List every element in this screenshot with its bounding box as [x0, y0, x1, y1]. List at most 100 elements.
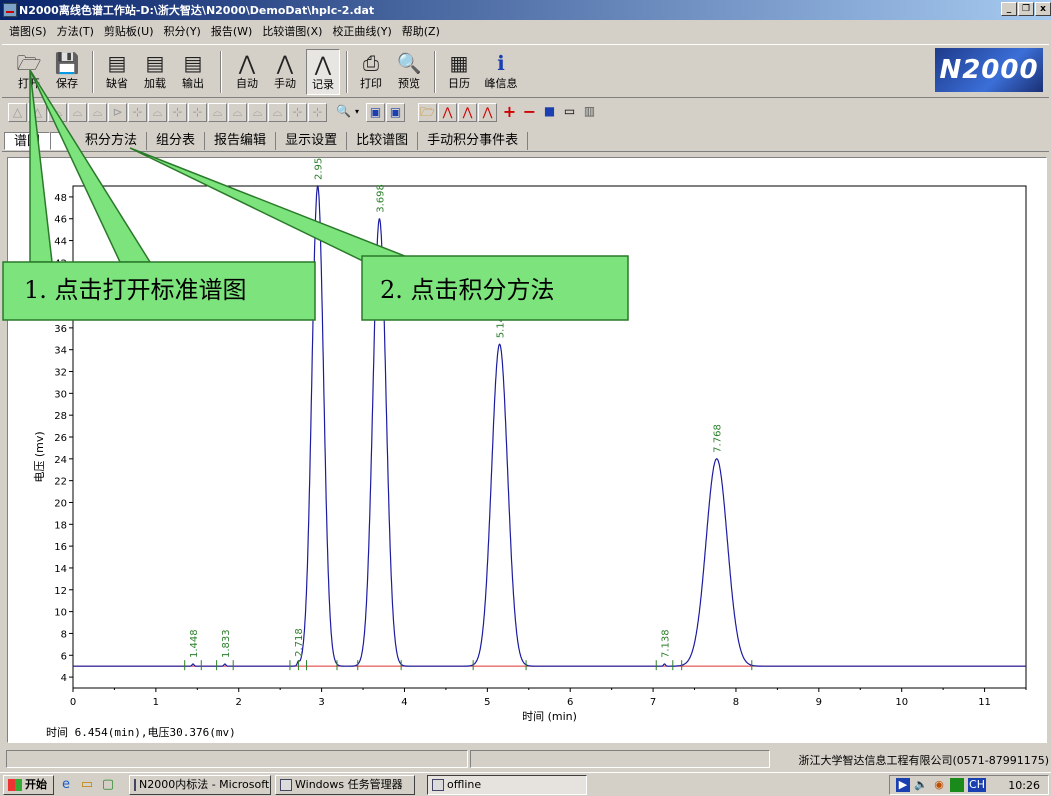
bars-icon[interactable]: ▥ [583, 104, 596, 118]
default-button[interactable]: ▤ 缺省 [100, 49, 134, 95]
tab-report-edit[interactable]: 报告编辑 [205, 131, 277, 150]
color-icon[interactable]: ■ [543, 104, 556, 118]
status-pane-2 [470, 750, 770, 768]
chromatogram-panel[interactable]: 4 6 8 10 12 14 16 18 20 22 24 26 28 30 32 34 36 38 40 42 44 4… [7, 157, 1047, 743]
auto-label: 自动 [236, 77, 258, 90]
zoom-icon[interactable]: 🔍 [336, 104, 351, 118]
peak-rt-label[interactable]: 2.953 [314, 158, 325, 180]
menu-integrate[interactable]: 积分(Y) [163, 25, 201, 38]
peak-rt-label[interactable]: 1.448 [189, 629, 200, 658]
tab-manual-events[interactable]: 手动积分事件表 [418, 131, 529, 150]
x-tick-label: 9 [816, 697, 822, 708]
record-button[interactable]: ⋀ 记录 [306, 49, 340, 95]
peak-rt-label[interactable]: 1.833 [221, 629, 232, 658]
play-icon[interactable]: ▶ [896, 778, 910, 792]
close-button[interactable]: x [1035, 2, 1051, 16]
menu-report[interactable]: 报告(W) [210, 25, 253, 38]
tab-spectrum[interactable]: 谱图 [4, 131, 51, 150]
tab-display-settings[interactable]: 显示设置 [276, 131, 348, 150]
record-icon: ⋀ [314, 52, 332, 76]
peak-mark-icon[interactable]: ⋀ [458, 103, 477, 122]
y-tick-label: 24 [54, 455, 67, 466]
integrate-tool-8-icon[interactable]: ⌓ [148, 103, 167, 122]
integrate-tool-3-icon[interactable]: ⌓ [48, 103, 67, 122]
integrate-tool-14-icon[interactable]: ⌓ [268, 103, 287, 122]
open-folder-small-icon[interactable]: 🗁 [418, 103, 437, 122]
preview-button[interactable]: 🔍 预览 [392, 49, 426, 95]
explorer-icon[interactable]: ▭ [80, 776, 94, 792]
printer-icon: ⎙ [363, 51, 379, 75]
integrate-tool-4-icon[interactable]: ⌓ [68, 103, 87, 122]
integrate-tool-10-icon[interactable]: ⊹ [188, 103, 207, 122]
x-tick-label: 10 [895, 697, 908, 708]
integrate-tool-2-icon[interactable]: △ [28, 103, 47, 122]
window-icon[interactable]: ▭ [563, 104, 576, 118]
task-word[interactable]: N2000内标法 - Microsoft ... [129, 774, 271, 795]
open-button[interactable]: 🗁 打开 [12, 49, 46, 95]
desktop-icon[interactable]: ▢ [101, 776, 115, 792]
y-tick-label: 18 [54, 520, 67, 531]
peak-rt-label[interactable]: 7.768 [713, 424, 724, 453]
network-icon[interactable]: ◉ [934, 778, 944, 791]
window-controls: _ ❐ x [1001, 2, 1051, 16]
task-offline[interactable]: offline [427, 774, 587, 795]
menu-compare[interactable]: 比较谱图(X) [262, 25, 323, 38]
save-button[interactable]: 💾 保存 [50, 49, 84, 95]
default-doc-icon: ▤ [107, 51, 127, 75]
peak-rt-label[interactable]: 3.698 [375, 184, 386, 213]
integrate-tool-7-icon[interactable]: ⊹ [128, 103, 147, 122]
zoom-out-icon[interactable]: ▣ [386, 103, 405, 122]
add-marker-icon[interactable]: + [502, 102, 517, 121]
start-button[interactable]: 开始 [3, 774, 54, 795]
menu-calibration[interactable]: 校正曲线(Y) [332, 25, 392, 38]
menu-method[interactable]: 方法(T) [56, 25, 94, 38]
start-label: 开始 [25, 777, 47, 791]
integrate-tool-15-icon[interactable]: ⊹ [288, 103, 307, 122]
tab-component-table[interactable]: 组分表 [147, 131, 206, 150]
task-manager[interactable]: Windows 任务管理器 [275, 774, 415, 795]
load-button[interactable]: ▤ 加载 [138, 49, 172, 95]
peak-rt-label[interactable]: 5.148 [496, 310, 507, 339]
default-label: 缺省 [106, 77, 128, 90]
x-tick-label: 5 [484, 697, 490, 708]
manual-integrate-button[interactable]: ⋀ 手动 [268, 49, 302, 95]
zoom-fit-icon[interactable]: ▣ [366, 103, 385, 122]
menu-spectrum[interactable]: 谱图(S) [9, 25, 47, 38]
tab-compare-spectrum[interactable]: 比较谱图 [347, 131, 419, 150]
open-label: 打开 [18, 77, 40, 90]
word-icon [134, 778, 136, 791]
chromatogram-chart[interactable]: 4681012141618202224262830323436384042444… [8, 158, 1046, 742]
integration-toolbar: △ △ ⌓ ⌓ ⌓ ⊳ ⊹ ⌓ ⊹ ⊹ ⌓ ⌓ ⌓ ⌓ ⊹ ⊹ 🔍 ▾ ▣ ▣ … [2, 100, 1049, 126]
minimize-button[interactable]: _ [1001, 2, 1017, 16]
restore-button[interactable]: ❐ [1018, 2, 1034, 16]
tab-integration-method[interactable]: 积分方法 [76, 131, 148, 150]
peak-label-icon[interactable]: ⋀ [438, 103, 457, 122]
peak-rt-label[interactable]: 7.138 [661, 629, 672, 658]
integrate-tool-12-icon[interactable]: ⌓ [228, 103, 247, 122]
export-button[interactable]: ▤ 输出 [176, 49, 210, 95]
menu-help[interactable]: 帮助(Z) [401, 25, 440, 38]
integrate-tool-1-icon[interactable]: △ [8, 103, 27, 122]
integrate-tool-13-icon[interactable]: ⌓ [248, 103, 267, 122]
volume-icon[interactable]: 🔈 [914, 778, 928, 791]
integrate-tool-6-icon[interactable]: ⊳ [108, 103, 127, 122]
integrate-tool-5-icon[interactable]: ⌓ [88, 103, 107, 122]
menu-clipboard[interactable]: 剪贴板(U) [103, 25, 154, 38]
status-icon[interactable] [950, 778, 964, 792]
toolbar-separator [92, 51, 94, 93]
view-tabs: 谱图 积分方法 组分表 报告编辑 显示设置 比较谱图 手动积分事件表 [2, 130, 1049, 152]
peak-info-button[interactable]: ℹ 峰信息 [480, 49, 522, 95]
integrate-tool-9-icon[interactable]: ⊹ [168, 103, 187, 122]
calendar-button[interactable]: ▦ 日历 [442, 49, 476, 95]
integrate-tool-16-icon[interactable]: ⊹ [308, 103, 327, 122]
peak-split-icon[interactable]: ⋀ [478, 103, 497, 122]
x-tick-label: 8 [733, 697, 739, 708]
integrate-tool-11-icon[interactable]: ⌓ [208, 103, 227, 122]
zoom-dropdown-icon[interactable]: ▾ [354, 107, 359, 116]
ie-icon[interactable]: e [62, 776, 70, 792]
auto-integrate-button[interactable]: ⋀ 自动 [230, 49, 264, 95]
ime-indicator[interactable]: CH [968, 778, 986, 792]
remove-marker-icon[interactable]: − [522, 102, 537, 121]
print-button[interactable]: ⎙ 打印 [354, 49, 388, 95]
peak-rt-label[interactable]: 2.718 [294, 628, 305, 657]
